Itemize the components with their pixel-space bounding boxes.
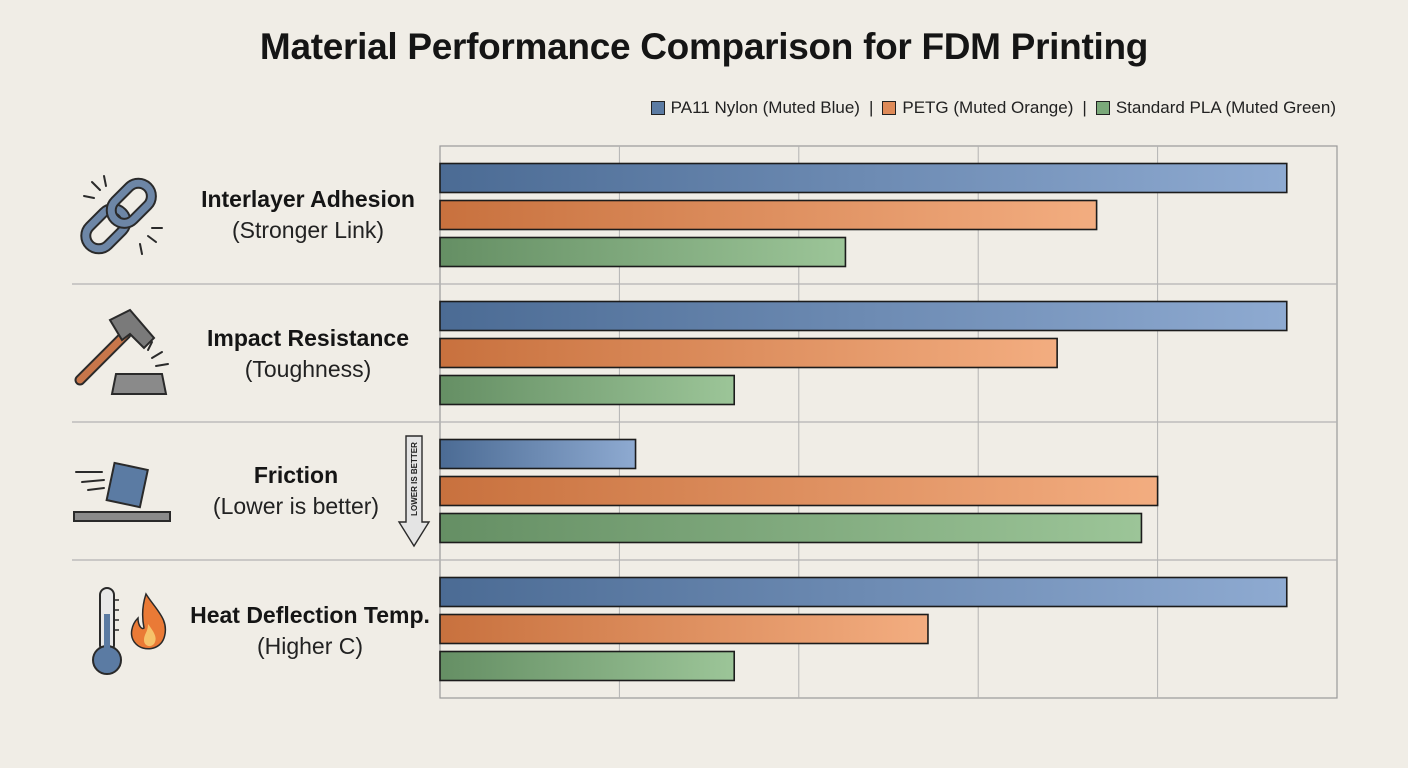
legend-item-pla: Standard PLA (Muted Green) xyxy=(1095,98,1336,118)
chain-link-icon xyxy=(80,175,163,255)
legend-swatch-pa11 xyxy=(650,101,665,115)
category-name: Impact Resistance xyxy=(207,325,409,351)
bars xyxy=(439,162,1288,682)
bar-friction-series-1 xyxy=(439,475,1159,507)
legend-separator: | xyxy=(1082,98,1087,117)
category-subtitle: (Lower is better) xyxy=(212,493,380,519)
legend: PA11 Nylon (Muted Blue) | PETG (Muted Or… xyxy=(650,98,1336,118)
legend-label-petg: PETG (Muted Orange) xyxy=(902,98,1074,117)
legend-label-pa11: PA11 Nylon (Muted Blue) xyxy=(670,98,860,117)
category-label-friction: Friction (Lower is better) xyxy=(166,460,426,522)
bar-heat-deflection-temp-series-1 xyxy=(439,613,929,645)
category-subtitle: (Higher C) xyxy=(256,633,364,659)
category-subtitle: (Toughness) xyxy=(244,356,372,382)
legend-label-pla: Standard PLA (Muted Green) xyxy=(1115,98,1336,117)
legend-item-petg: PETG (Muted Orange) xyxy=(882,98,1073,118)
friction-annotation: LOWER IS BETTER xyxy=(397,435,431,548)
bar-impact-resistance-series-2 xyxy=(439,374,736,406)
lower-is-better-annotation: LOWER IS BETTER xyxy=(410,442,419,516)
bar-interlayer-adhesion-series-0 xyxy=(439,162,1288,194)
sliding-block-icon xyxy=(73,461,171,522)
bar-heat-deflection-temp-series-0 xyxy=(439,576,1288,608)
bar-heat-deflection-temp-series-2 xyxy=(439,650,736,682)
category-name: Heat Deflection Temp. xyxy=(190,602,430,628)
bar-impact-resistance-series-1 xyxy=(439,337,1058,369)
bar-friction-series-2 xyxy=(439,512,1143,544)
legend-swatch-petg xyxy=(882,101,897,115)
bar-impact-resistance-series-0 xyxy=(439,300,1288,332)
bar-interlayer-adhesion-series-2 xyxy=(439,236,847,268)
legend-item-pa11: PA11 Nylon (Muted Blue) xyxy=(650,98,860,118)
legend-separator: | xyxy=(868,98,874,117)
category-label-adhesion: Interlayer Adhesion (Stronger Link) xyxy=(178,184,438,246)
bar-interlayer-adhesion-series-1 xyxy=(439,199,1098,231)
chart-title: Material Performance Comparison for FDM … xyxy=(259,26,1149,67)
category-name: Friction xyxy=(253,462,339,488)
down-arrow-icon xyxy=(397,435,431,548)
thermometer-flame-icon xyxy=(92,587,167,675)
hammer-anvil-icon xyxy=(74,308,169,395)
legend-swatch-pla xyxy=(1095,101,1110,115)
category-name: Interlayer Adhesion xyxy=(201,186,415,212)
category-label-impact: Impact Resistance (Toughness) xyxy=(178,323,438,385)
category-label-heat: Heat Deflection Temp. (Higher C) xyxy=(180,600,440,662)
bar-friction-series-0 xyxy=(439,438,637,470)
category-subtitle: (Stronger Link) xyxy=(231,217,385,243)
